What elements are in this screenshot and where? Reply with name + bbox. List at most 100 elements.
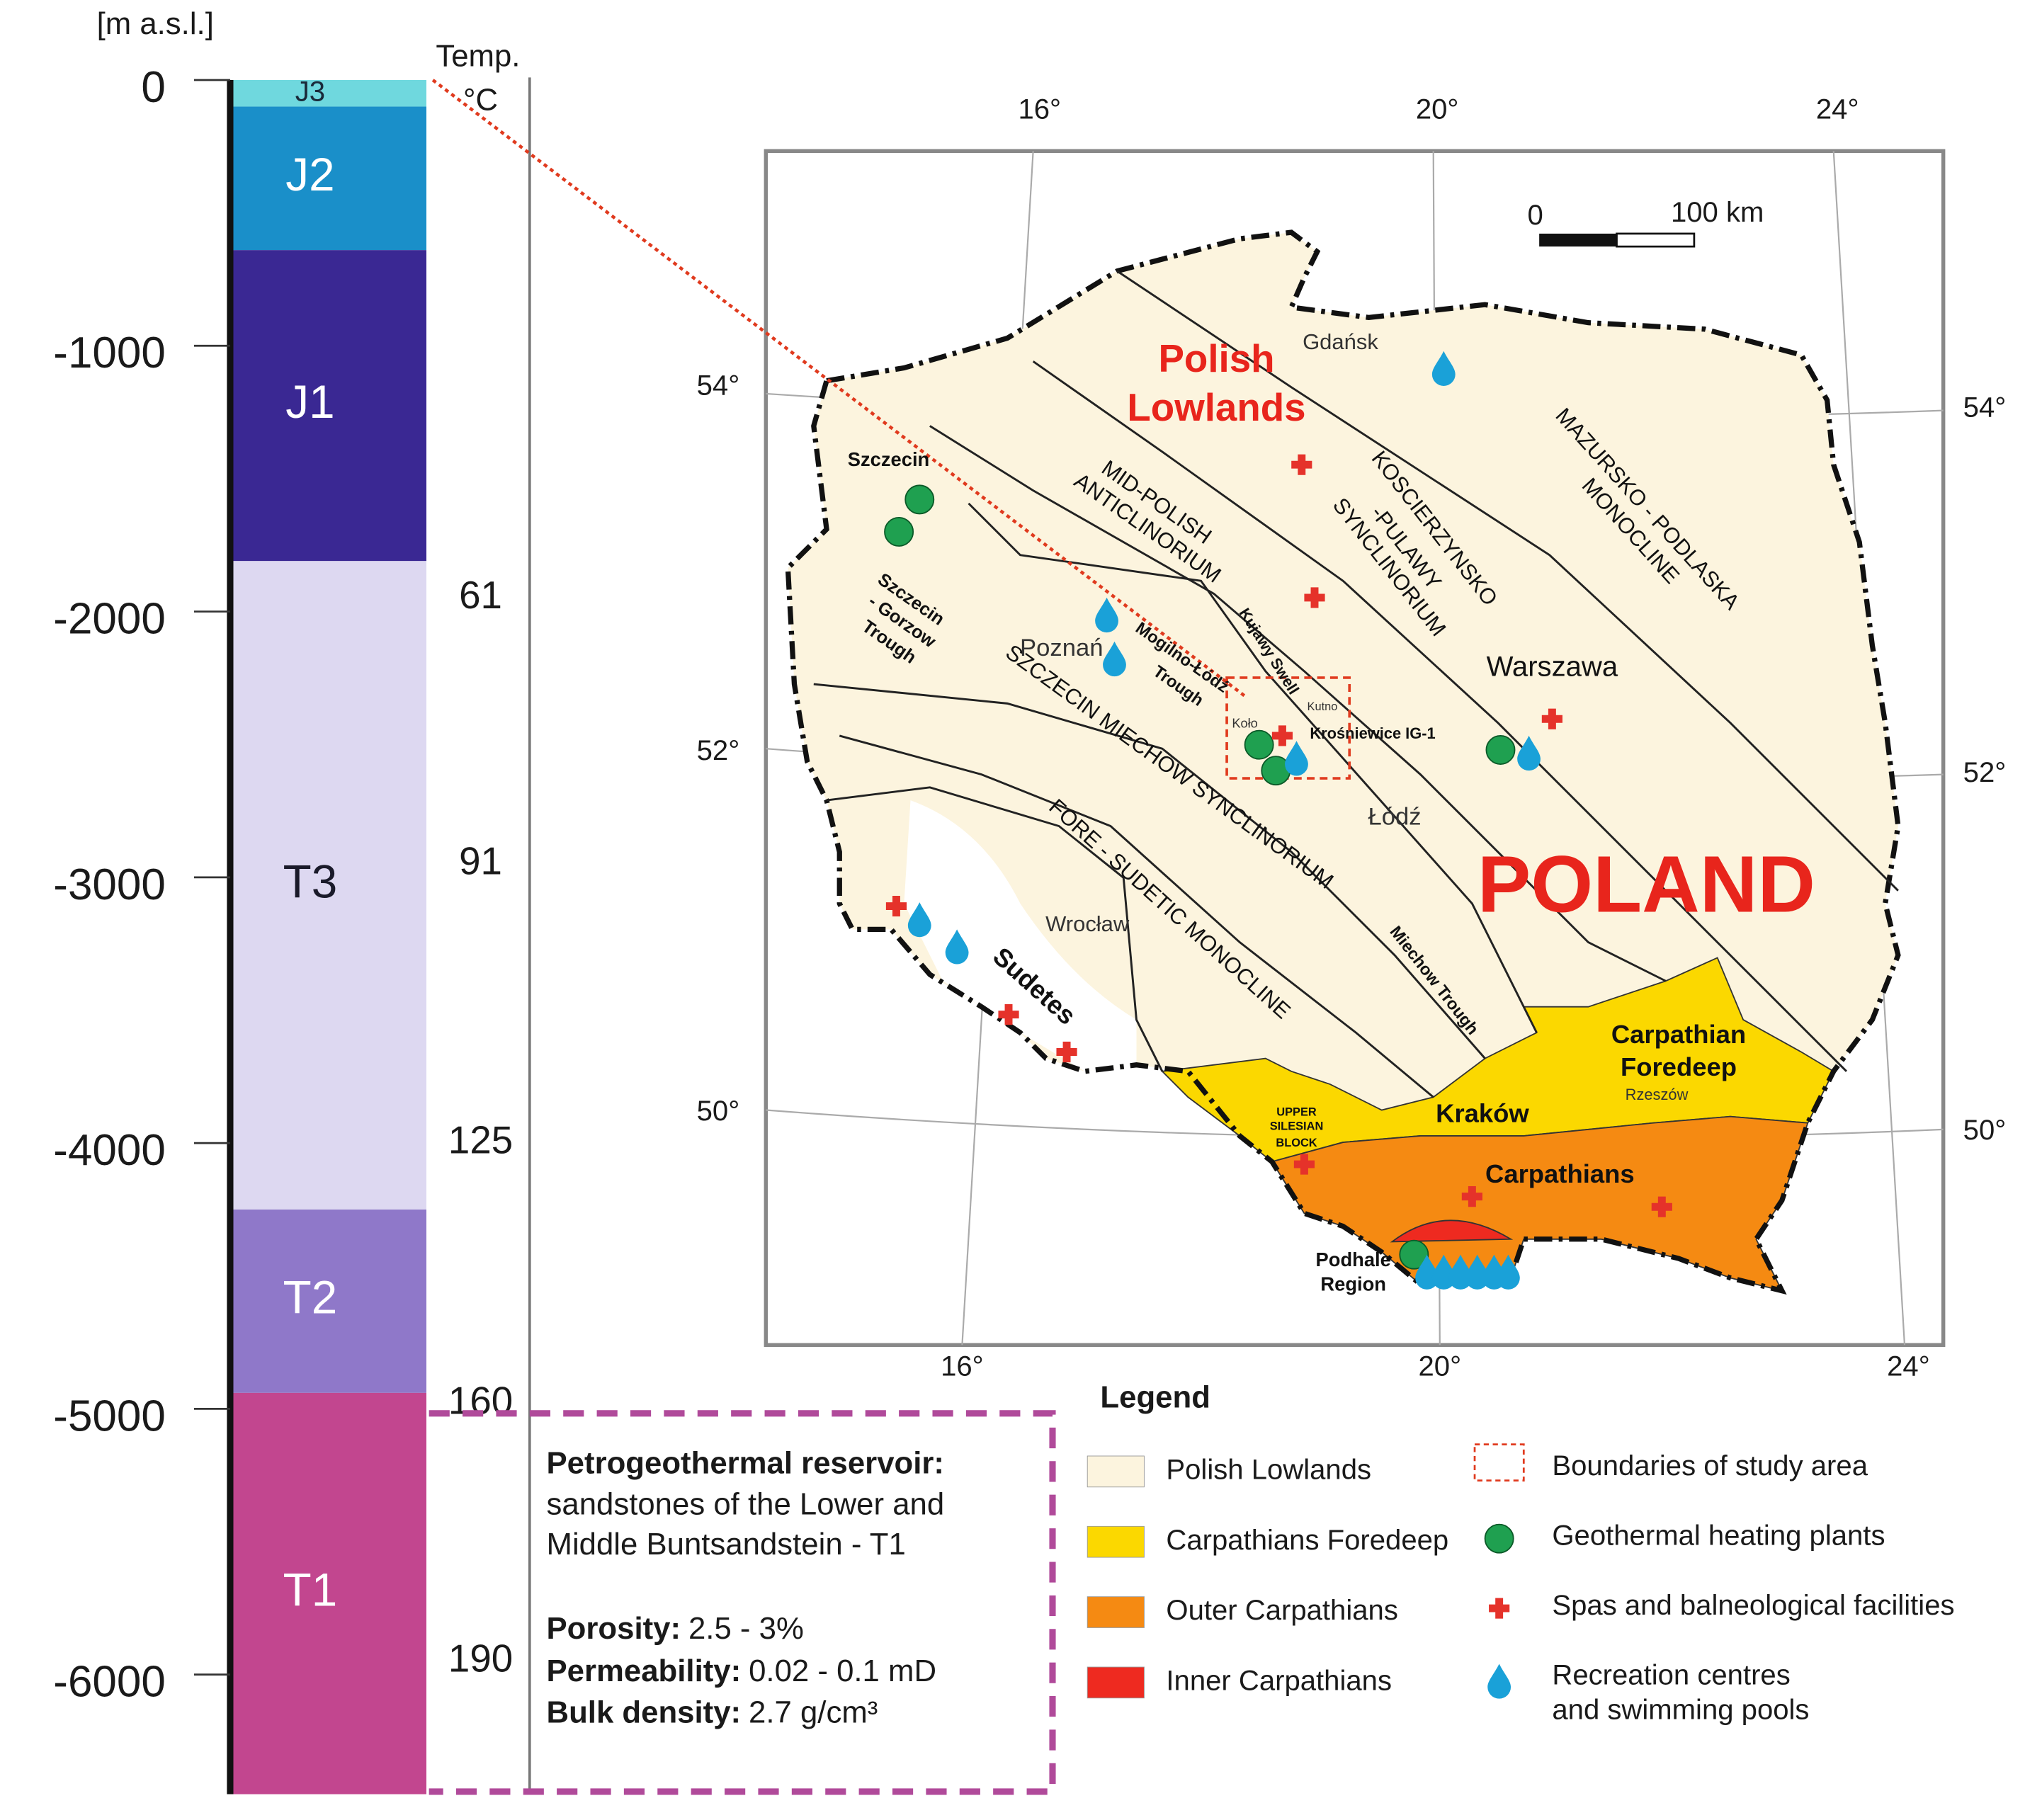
layer-label: J3 [295, 76, 325, 107]
spa [1291, 454, 1312, 475]
temperature-label: 61 [459, 573, 502, 617]
map-label: Polish [1158, 336, 1274, 380]
recreation-centre [945, 929, 969, 965]
recreation-centre [1103, 641, 1126, 677]
latitude-label: 50° [697, 1096, 740, 1127]
map-label: Carpathian [1611, 1020, 1746, 1049]
layer [229, 250, 426, 562]
layer [229, 1392, 426, 1795]
spa [1651, 1196, 1672, 1217]
legend-label: Outer Carpathians [1166, 1595, 1397, 1626]
legend: Polish Lowlands Carpathians Foredeep Outer… [1087, 1443, 1955, 1725]
property-name: Porosity: [547, 1611, 681, 1646]
property-value: 2.5 - 3% [688, 1611, 804, 1646]
stratigraphic-column: J3 J2 J1 T3 T2 T1 0 -1000 -2000 -3000 -4000 -5000 -6… [53, 63, 513, 1795]
layer [229, 1209, 426, 1393]
border [785, 229, 1901, 1295]
legend-label: Boundaries of study area [1552, 1450, 1868, 1481]
legend-label: Geothermal heating plants [1552, 1520, 1885, 1551]
property-name: Permeability: [547, 1654, 742, 1688]
legend-label: and swimming pools [1552, 1694, 1809, 1725]
map-label: Poznań [1020, 635, 1103, 661]
spa [1541, 708, 1562, 729]
temperature-label: 190 [448, 1636, 513, 1680]
longitude-label: 24° [1887, 1351, 1930, 1382]
y-tick-label: -2000 [53, 595, 166, 644]
legend-swatch [1087, 1666, 1145, 1699]
property: Porosity: 2.5 - 3% [547, 1611, 804, 1646]
map-label: Podhale [1316, 1249, 1391, 1270]
layer-label: T3 [283, 855, 338, 907]
longitude-label: 20° [1419, 1351, 1462, 1382]
map-label: POLAND [1477, 840, 1815, 929]
map-label: Szczecin [848, 448, 929, 470]
latitude-label: 52° [697, 735, 740, 766]
map-label: Krośniewice IG-1 [1310, 724, 1435, 742]
temperature-label: 125 [448, 1118, 513, 1162]
spa [1461, 1186, 1482, 1207]
layer-label: J1 [285, 376, 334, 428]
legend-label: Polish Lowlands [1166, 1454, 1371, 1485]
layer [229, 106, 426, 251]
layer [229, 80, 426, 107]
geothermal-plant [1485, 735, 1516, 765]
y-tick-label: 0 [141, 63, 165, 112]
map-label: Rzeszów [1626, 1086, 1689, 1103]
y-tick-label: -3000 [53, 860, 166, 909]
latitude-label: 54° [1963, 392, 2007, 423]
map-label: SILESIAN [1270, 1120, 1324, 1133]
temperature-label: 91 [459, 839, 502, 883]
legend-swatch [1087, 1525, 1145, 1558]
y-tick-label: -4000 [53, 1126, 166, 1175]
recreation-centre [907, 902, 931, 938]
scale-bar [1539, 233, 1617, 247]
recreation-centre [1285, 741, 1308, 776]
legend-label: Spas and balneological facilities [1552, 1590, 1954, 1621]
legend-label: Recreation centres [1552, 1659, 1790, 1690]
scale-label: 0 [1528, 200, 1543, 231]
property-value: 0.02 - 0.1 mD [749, 1654, 936, 1688]
map-label: Wrocław [1045, 911, 1130, 936]
legend-symbol [1473, 1443, 1525, 1481]
reservoir-text: sandstones of the Lower and [547, 1487, 945, 1522]
legend-label: Carpathians Foredeep [1166, 1525, 1448, 1556]
property-value: 2.7 g/cm³ [749, 1695, 878, 1729]
axis-label: [m a.s.l.] [97, 6, 214, 41]
map-symbols [884, 351, 1672, 1290]
geothermal-plant [1244, 729, 1274, 760]
latitude-label: 50° [1963, 1115, 2007, 1146]
recreation-centre [1517, 735, 1541, 771]
geothermal-plant [904, 484, 935, 515]
spa [1056, 1041, 1077, 1063]
map-label: Kraków [1436, 1098, 1529, 1127]
latitude-label: 52° [1963, 757, 2007, 788]
layer-label: T2 [283, 1272, 338, 1324]
legend-swatch [1087, 1455, 1145, 1488]
longitude-label: 16° [1018, 93, 1061, 125]
spa [885, 895, 907, 917]
map-label: BLOCK [1276, 1137, 1317, 1149]
legend-swatch [1087, 1596, 1145, 1628]
temp-unit: °C [463, 83, 498, 118]
map-label: Warszawa [1487, 652, 1618, 683]
scale-bar [1616, 232, 1696, 248]
map-label: Lowlands [1127, 385, 1305, 429]
temp-label: Temp. [436, 39, 520, 74]
longitude-label: 16° [941, 1351, 984, 1382]
latitude-label: 54° [697, 370, 740, 401]
map-label: Łódź [1368, 804, 1421, 831]
spa [1293, 1154, 1315, 1175]
map-label: Kutno [1308, 700, 1338, 713]
longitude-label: 24° [1816, 93, 1859, 125]
legend-label: Inner Carpathians [1166, 1665, 1392, 1696]
longitude-label: 20° [1416, 93, 1459, 125]
inner-carpathians [1390, 1219, 1514, 1243]
layer [229, 561, 426, 1210]
geothermal-plant [1484, 1523, 1514, 1554]
reservoir-text: Middle Buntsandstein - T1 [547, 1527, 906, 1562]
property: Bulk density: 2.7 g/cm³ [547, 1695, 878, 1729]
recreation-centre [1431, 351, 1456, 386]
map-label: Foredeep [1621, 1052, 1737, 1081]
